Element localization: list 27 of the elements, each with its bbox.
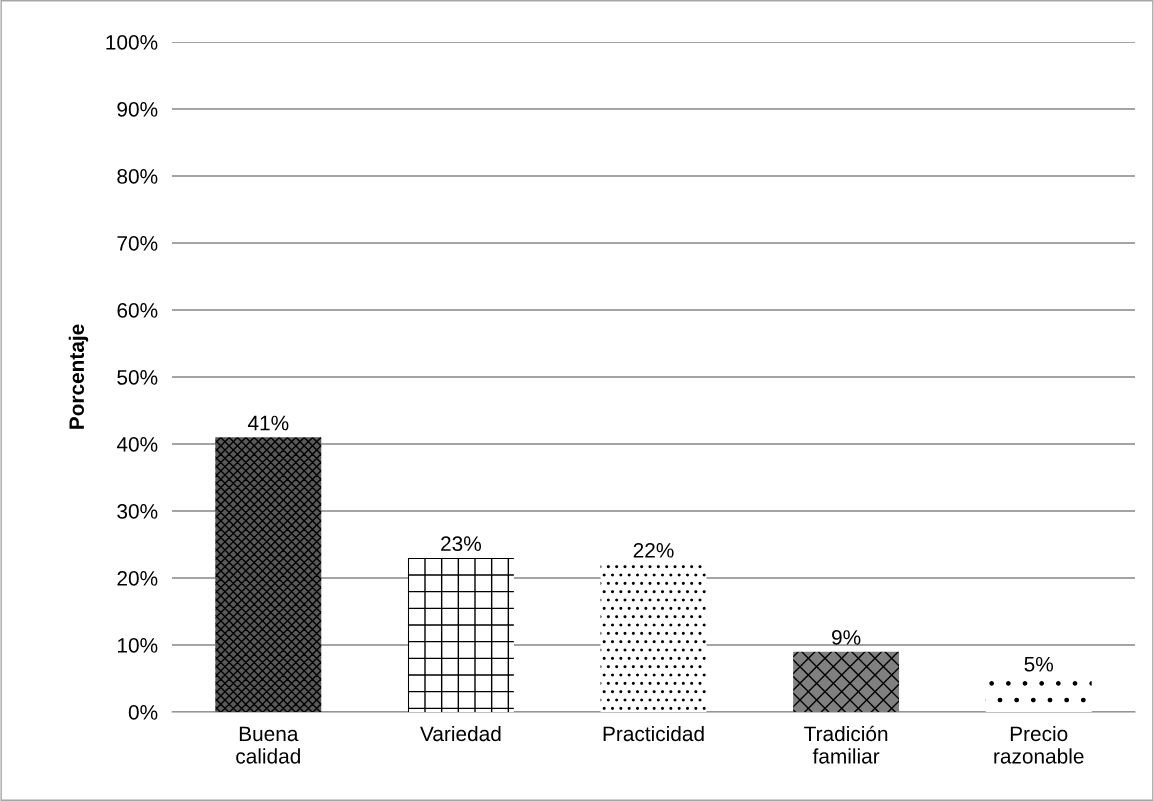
- x-tick-label: Variedad: [420, 725, 501, 742]
- y-tick-label: 60%: [117, 303, 158, 318]
- data-label: 9%: [832, 630, 861, 645]
- x-tick-label: Precio razonable: [994, 725, 1084, 764]
- bar: [407, 557, 514, 712]
- data-label: 22%: [633, 542, 674, 558]
- y-tick-label: 90%: [117, 102, 158, 117]
- x-tick-label: Tradición familiar: [804, 725, 888, 764]
- y-tick-label: 70%: [117, 236, 158, 251]
- y-tick-label: 0%: [128, 705, 158, 720]
- bar: [215, 437, 322, 712]
- bar: [600, 564, 707, 712]
- bar: [985, 678, 1092, 712]
- y-tick-label: 20%: [117, 571, 158, 586]
- y-tick-label: 80%: [117, 169, 158, 184]
- y-tick-label: 30%: [117, 504, 158, 519]
- data-label: 41%: [247, 415, 289, 431]
- y-axis-title: Porcentaje: [68, 324, 89, 429]
- y-tick-label: 100%: [106, 35, 158, 50]
- y-tick-label: 10%: [118, 638, 158, 653]
- x-tick-label: Practicidad: [603, 725, 704, 742]
- bar: [793, 651, 900, 712]
- y-tick-label: 50%: [117, 370, 158, 385]
- data-label: 5%: [1024, 656, 1054, 672]
- x-tick-label: Buena calidad: [236, 726, 300, 764]
- y-tick-label: 40%: [116, 437, 158, 452]
- data-label: 23%: [441, 536, 482, 551]
